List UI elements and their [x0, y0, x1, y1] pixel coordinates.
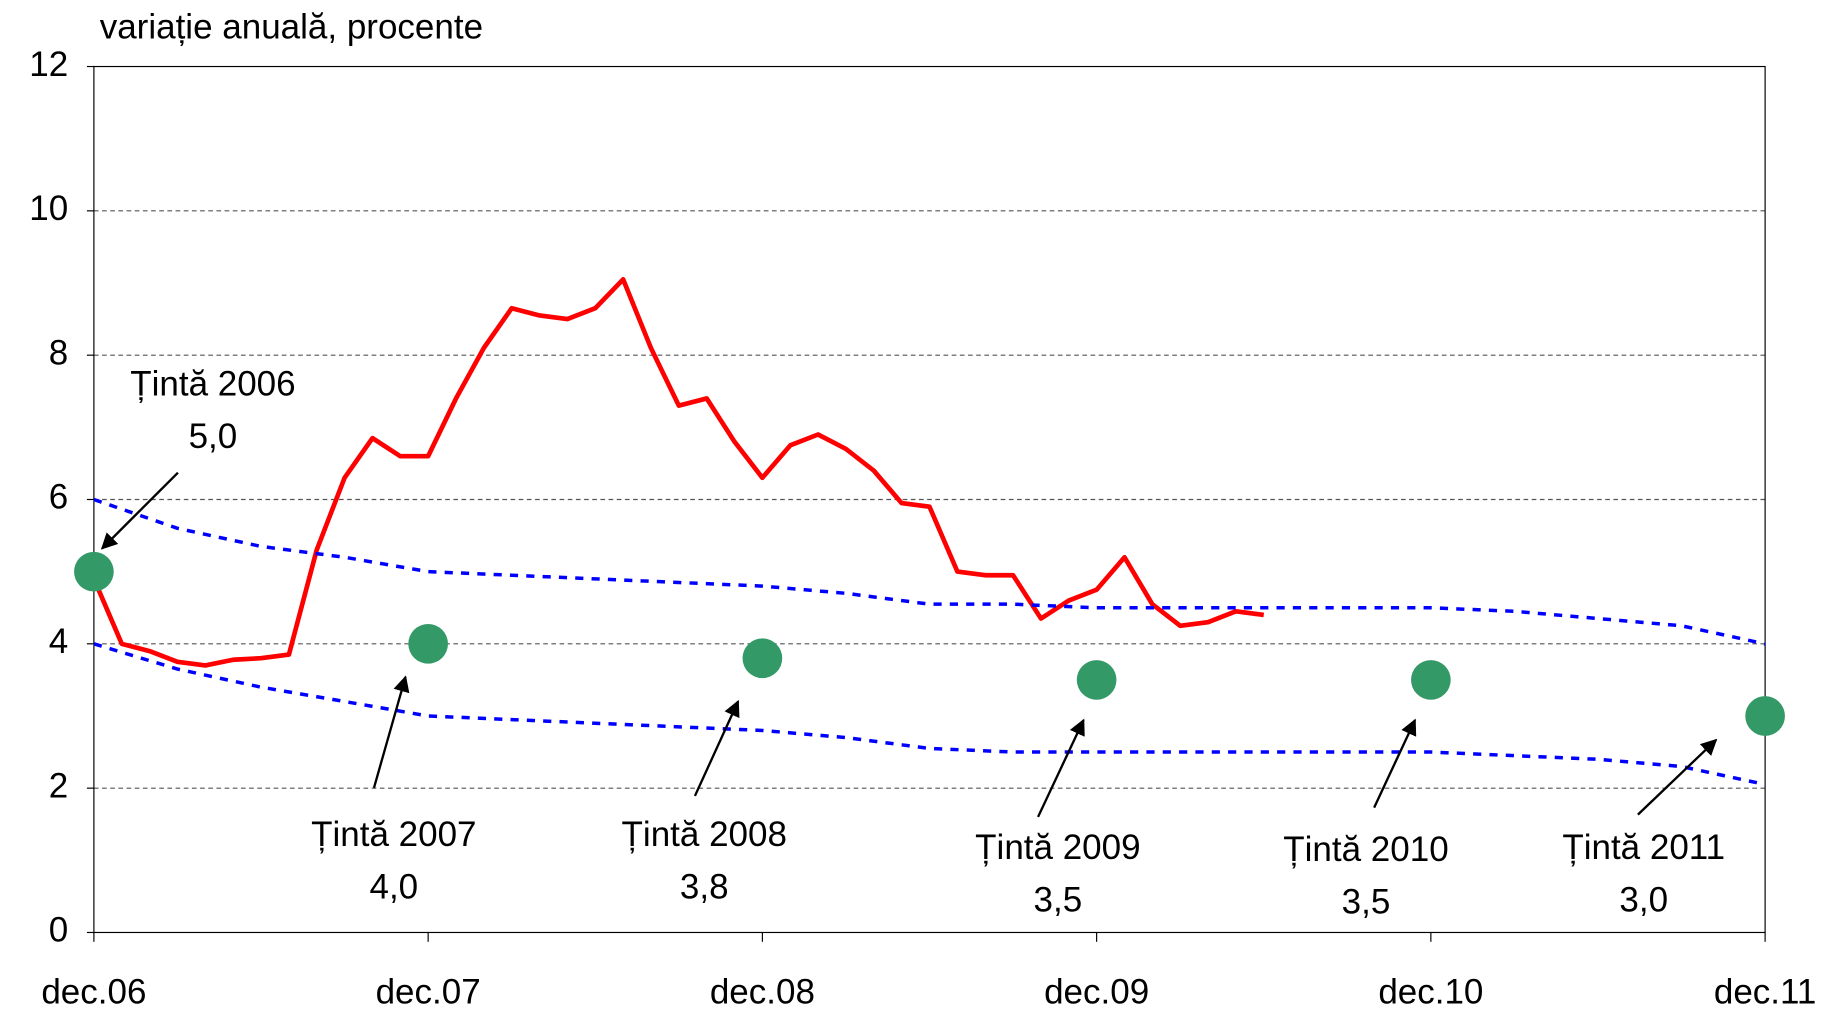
- y-tick-label: 12: [29, 45, 68, 84]
- annotation: Țintă 2006: [130, 365, 295, 404]
- annotation: Țintă 2007: [311, 815, 476, 854]
- value-label: 3,5: [1034, 880, 1083, 919]
- y-tick-label: 8: [49, 333, 68, 372]
- value-label: 4,0: [370, 868, 419, 907]
- annotation-arrow: [100, 471, 179, 550]
- x-tick-label: dec.08: [710, 973, 815, 1012]
- annotation-arrow: [372, 675, 410, 789]
- annotation-arrow: [1373, 718, 1417, 809]
- y-tick-label: 2: [49, 766, 68, 805]
- y-tick-label: 0: [49, 911, 68, 950]
- annotation: Țintă 2009: [975, 828, 1140, 867]
- annotation-arrow: [693, 699, 740, 797]
- series-line: [93, 497, 1766, 646]
- x-tick-label: dec.10: [1378, 973, 1483, 1012]
- y-tick-label: 10: [29, 189, 68, 228]
- x-tick-label: dec.11: [1714, 973, 1817, 1012]
- target-marker: [1411, 660, 1451, 700]
- y-tick-label: 6: [49, 478, 68, 517]
- x-tick-label: dec.07: [376, 973, 481, 1012]
- series-line: [91, 277, 1265, 668]
- annotation: Țintă 2008: [622, 815, 787, 854]
- annotation: Țintă 2010: [1283, 830, 1448, 869]
- target-marker: [742, 638, 783, 679]
- x-tick-label: dec.09: [1044, 973, 1149, 1012]
- annotation: Țintă 2011: [1562, 828, 1725, 867]
- y-tick-label: 4: [49, 622, 68, 661]
- target-marker: [1076, 660, 1117, 700]
- x-tick-label: dec.06: [41, 973, 146, 1012]
- value-label: 3,0: [1619, 880, 1668, 919]
- value-label: 3,8: [680, 868, 729, 907]
- value-label: 5,0: [189, 417, 238, 456]
- series-line: [93, 642, 1766, 787]
- value-label: 3,5: [1342, 883, 1391, 922]
- target-marker: [74, 551, 114, 592]
- y-axis-label: variație anuală, procente: [100, 7, 483, 46]
- target-marker: [408, 623, 448, 664]
- target-marker: [1745, 696, 1785, 736]
- annotation-arrow: [1036, 718, 1085, 818]
- annotation-arrow: [1637, 738, 1718, 816]
